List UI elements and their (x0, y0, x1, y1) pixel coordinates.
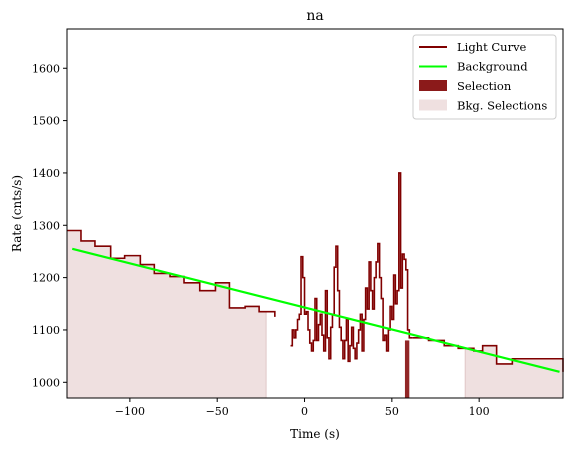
x-tick-label: −50 (206, 405, 229, 418)
legend-label: Light Curve (457, 40, 527, 54)
legend: Light Curve Background Selection Bkg. Selec… (412, 34, 557, 120)
x-tick-label: −100 (115, 405, 145, 418)
y-tick-label: 1300 (32, 219, 60, 232)
legend-box (412, 34, 557, 120)
y-tick-label: 1000 (32, 376, 60, 389)
legend-label: Background (457, 60, 528, 74)
light-curve-layer (67, 172, 564, 372)
y-axis-label: Rate (cnts/s) (10, 175, 24, 252)
x-tick-label: 50 (385, 405, 399, 418)
y-tick-label: 1500 (32, 115, 60, 128)
selection-layer (404, 340, 410, 398)
y-tick-label: 1400 (32, 167, 60, 180)
y-tick-label: 1200 (32, 272, 60, 285)
x-tick-label: 0 (301, 405, 308, 418)
light-curve-line (412, 337, 564, 372)
light-curve-line (67, 229, 276, 317)
y-tick-label: 1100 (32, 324, 60, 337)
x-axis-label: Time (s) (290, 427, 340, 441)
legend-swatch (419, 80, 447, 91)
light-curve-line (290, 172, 413, 363)
legend-label: Selection (457, 79, 512, 93)
y-tick-label: 1600 (32, 62, 60, 75)
chart-title: na (306, 8, 323, 24)
bkg-selection-region (464, 345, 564, 399)
background-line-layer (71, 247, 560, 373)
legend-swatch (419, 99, 447, 111)
legend-label: Bkg. Selections (457, 99, 547, 113)
x-tick-label: 100 (469, 405, 490, 418)
y-axis-ticks: 1000 1100 1200 1300 1400 1500 1600 (32, 62, 67, 389)
x-axis-ticks: −100 −50 0 50 100 (115, 398, 490, 418)
background-line (71, 247, 560, 373)
plot-frame (66, 28, 564, 399)
selection-region (404, 340, 410, 398)
